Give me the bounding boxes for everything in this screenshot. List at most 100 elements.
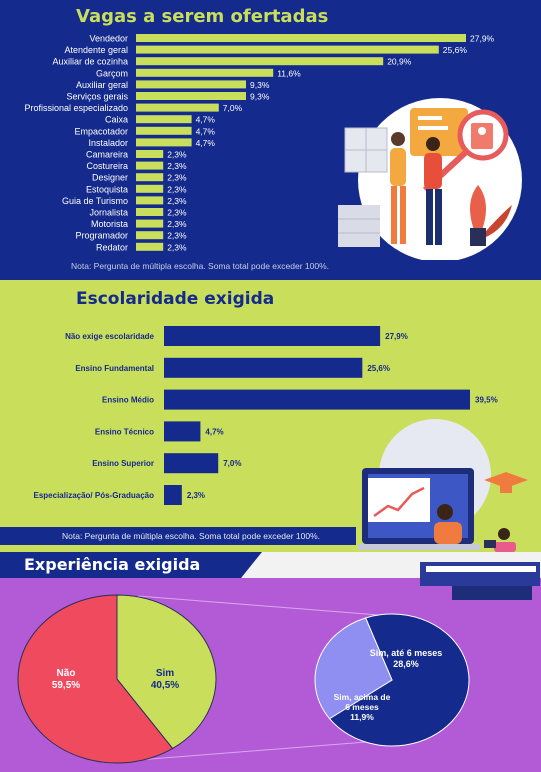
- vagas-value-label: 9,3%: [250, 92, 270, 102]
- vagas-bar: [136, 219, 164, 228]
- vagas-value-label: 2,3%: [167, 150, 187, 160]
- vagas-bar: [136, 196, 164, 205]
- escolaridade-bar: [164, 421, 201, 442]
- vagas-value-label: 2,3%: [167, 242, 187, 252]
- pie2-value-label: 28,6%: [393, 659, 419, 669]
- pie2-category-label: Sim, até 6 meses: [370, 648, 443, 658]
- vagas-value-label: 25,6%: [443, 45, 468, 55]
- pie-slice-acima-6-meses: [314, 617, 393, 720]
- escolaridade-value-label: 39,5%: [475, 396, 498, 405]
- vagas-value-label: 27,9%: [470, 34, 495, 44]
- vagas-bar: [136, 126, 192, 135]
- escolaridade-category-label: Ensino Técnico: [95, 427, 154, 436]
- pie1-category-label: Sim: [156, 668, 174, 679]
- vagas-category-label: Serviços gerais: [66, 92, 128, 102]
- escolaridade-bar: [164, 357, 363, 378]
- online-learning-illustration: [358, 419, 528, 552]
- vagas-bar: [136, 184, 164, 193]
- books-illustration: [420, 562, 540, 600]
- vagas-category-label: Estoquista: [86, 184, 128, 194]
- vagas-category-label: Auxiliar geral: [76, 80, 128, 90]
- pie2-value-label: 11,9%: [350, 712, 374, 722]
- escolaridade-section: Escolaridade exigida Não exige escolarid…: [0, 280, 541, 552]
- pie-slice-nao: [17, 594, 174, 764]
- vagas-bar: [136, 242, 164, 251]
- hiring-illustration: [338, 98, 522, 260]
- vagas-category-label: Instalador: [88, 138, 128, 148]
- vagas-value-label: 11,6%: [277, 68, 301, 78]
- vagas-title: Vagas a serem ofertadas: [76, 6, 329, 27]
- vagas-bar: [136, 150, 164, 158]
- escolaridade-note: Nota: Pergunta de múltipla escolha. Soma…: [0, 527, 356, 545]
- vagas-value-label: 4,7%: [196, 115, 216, 125]
- escolaridade-bar: [164, 326, 381, 346]
- vagas-category-label: Jornalista: [89, 208, 128, 218]
- vagas-category-label: Redator: [96, 242, 128, 252]
- vagas-value-label: 2,3%: [167, 219, 187, 229]
- vagas-value-label: 2,3%: [167, 184, 187, 194]
- escolaridade-value-label: 4,7%: [205, 427, 223, 436]
- experiencia-section: Experiência exigida Não 59,5% Sim 40,5% Sim,…: [0, 552, 541, 772]
- vagas-category-label: Guia de Turismo: [62, 196, 128, 206]
- escolaridade-category-label: Ensino Superior: [92, 459, 154, 468]
- vagas-value-label: 9,3%: [250, 80, 270, 90]
- vagas-bar: [136, 103, 219, 112]
- vagas-bar: [136, 138, 192, 147]
- vagas-note: Nota: Pergunta de múltipla escolha. Soma…: [71, 261, 329, 271]
- vagas-category-label: Caixa: [105, 115, 128, 125]
- experiencia-title: Experiência exigida: [24, 555, 201, 574]
- vagas-bar: [136, 161, 164, 170]
- escolaridade-bar: [164, 453, 219, 474]
- pie1-category-label: Não: [57, 668, 76, 679]
- escolaridade-title: Escolaridade exigida: [76, 289, 275, 309]
- escolaridade-value-label: 7,0%: [223, 459, 241, 468]
- vagas-category-label: Costureira: [86, 161, 128, 171]
- vagas-bar: [136, 208, 164, 216]
- escolaridade-category-label: Ensino Médio: [102, 396, 154, 405]
- escolaridade-bar: [164, 485, 182, 505]
- escolaridade-category-label: Não exige escolaridade: [65, 332, 154, 341]
- vagas-bar: [136, 115, 192, 124]
- vagas-section: Vagas a serem ofertadas: [0, 0, 541, 280]
- vagas-value-label: 7,0%: [223, 103, 243, 113]
- vagas-bar: [136, 92, 246, 100]
- vagas-bar: [136, 68, 274, 77]
- vagas-category-label: Auxiliar de cozinha: [52, 57, 128, 67]
- escolaridade-value-label: 2,3%: [187, 491, 205, 500]
- vagas-value-label: 2,3%: [167, 231, 187, 241]
- pie-connector-line: [137, 595, 393, 617]
- vagas-category-label: Garçom: [96, 68, 128, 78]
- vagas-category-label: Motorista: [91, 219, 128, 229]
- vagas-bar: [136, 34, 466, 42]
- vagas-category-label: Designer: [92, 173, 128, 183]
- vagas-value-label: 20,9%: [387, 57, 412, 67]
- vagas-bar: [136, 231, 164, 240]
- vagas-category-label: Empacotador: [74, 126, 128, 136]
- pie-slice-ate-6-meses: [328, 613, 470, 747]
- vagas-value-label: 2,3%: [167, 161, 187, 171]
- vagas-category-label: Camareira: [86, 150, 128, 160]
- escolaridade-category-label: Ensino Fundamental: [75, 364, 154, 373]
- vagas-value-label: 4,7%: [196, 126, 216, 136]
- pie1-value-label: 40,5%: [151, 680, 179, 691]
- escolaridade-value-label: 25,6%: [367, 364, 390, 373]
- vagas-bar: [136, 80, 246, 89]
- escolaridade-value-label: 27,9%: [385, 332, 408, 341]
- vagas-category-label: Atendente geral: [64, 45, 128, 55]
- escolaridade-bar-chart: Não exige escolaridade 27,9% Ensino Fundam…: [34, 326, 528, 552]
- vagas-value-label: 2,3%: [167, 196, 187, 206]
- vagas-bar: [136, 45, 439, 54]
- vagas-category-label: Vendedor: [89, 34, 128, 44]
- experiencia-title-tab: Experiência exigida: [0, 552, 262, 578]
- vagas-bar: [136, 173, 164, 182]
- vagas-bar-chart: Vendedor 27,9% Atendente geral 25,6% Auxilia…: [24, 34, 522, 260]
- vagas-value-label: 4,7%: [196, 138, 216, 148]
- pie2-category-label: Sim, acima de 6 meses: [334, 692, 391, 712]
- pie-slice-sim: [116, 594, 217, 750]
- vagas-category-label: Programador: [75, 231, 128, 241]
- pie1-value-label: 59,5%: [52, 680, 80, 691]
- vagas-value-label: 2,3%: [167, 173, 187, 183]
- vagas-bar: [136, 57, 384, 66]
- vagas-category-label: Profissional especializado: [24, 103, 128, 113]
